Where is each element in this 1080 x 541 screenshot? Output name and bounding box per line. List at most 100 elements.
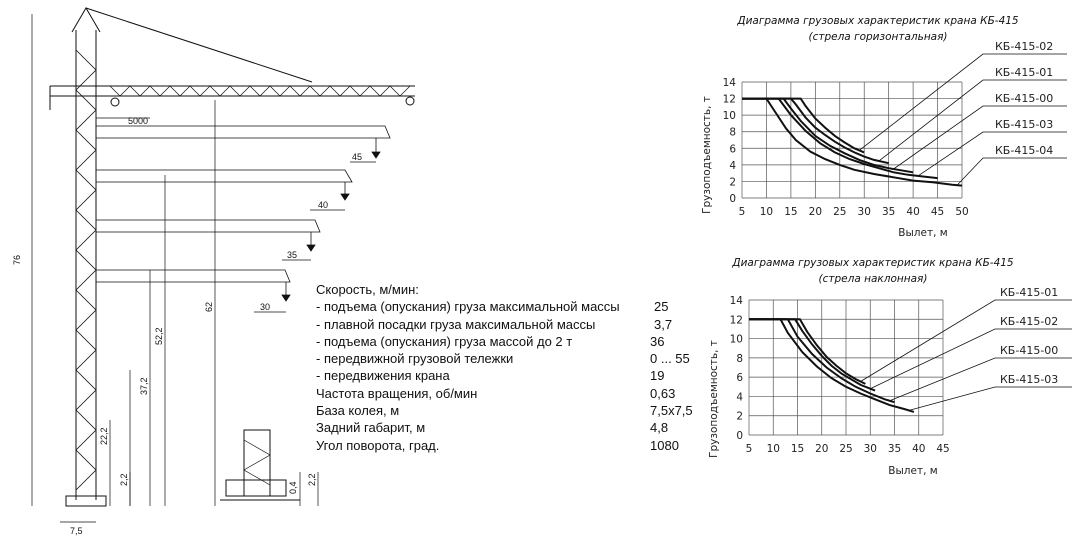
dim-radius-35: 35 xyxy=(287,250,297,260)
series-line xyxy=(749,318,915,413)
y-tick-label: 6 xyxy=(729,143,736,155)
legend-label: КБ-415-00 xyxy=(995,92,1053,105)
x-axis-label: Вылет, м xyxy=(888,465,937,477)
dim-height-52: 52,2 xyxy=(154,327,164,345)
x-tick-label: 10 xyxy=(767,443,780,455)
specs-heading: Скорость, м/мин: xyxy=(316,282,419,297)
x-tick-label: 5 xyxy=(746,443,753,455)
y-tick-label: 12 xyxy=(730,314,743,326)
x-tick-label: 25 xyxy=(839,443,852,455)
legend-leader-line xyxy=(893,105,1067,170)
spec-label: База колея, м xyxy=(316,403,400,419)
chart-title: Диаграмма грузовых характеристик крана К… xyxy=(731,257,1014,269)
legend-label: КБ-415-03 xyxy=(995,118,1053,131)
spec-label: - подъема (опускания) груза массой до 2 … xyxy=(316,333,573,349)
x-tick-label: 45 xyxy=(931,206,944,218)
dim-height-2: 2,2 xyxy=(119,473,129,486)
series-line xyxy=(742,97,889,165)
x-tick-label: 5 xyxy=(739,206,746,218)
spec-label: Частота вращения, об/мин xyxy=(316,385,478,401)
x-tick-label: 20 xyxy=(815,443,828,455)
series-line xyxy=(742,97,963,187)
spec-label: Задний габарит, м xyxy=(316,420,426,436)
spec-value: 4,8 xyxy=(650,420,669,436)
legend-leader-line xyxy=(878,79,1067,162)
y-tick-label: 14 xyxy=(730,295,744,307)
boom-positions xyxy=(96,125,391,302)
load-chart-inclined: Диаграмма грузовых характеристик крана К… xyxy=(708,257,1072,477)
y-axis-label: Грузоподъемность, т xyxy=(708,340,720,458)
dim-radius-40: 40 xyxy=(318,200,328,210)
x-tick-label: 45 xyxy=(936,443,949,455)
dim-track: 7,5 xyxy=(70,526,83,536)
dim-height-37: 37,2 xyxy=(139,377,149,395)
chart-series xyxy=(749,299,1072,413)
y-tick-label: 0 xyxy=(729,193,736,205)
spec-value: 0,63 xyxy=(650,385,676,401)
x-tick-label: 30 xyxy=(858,206,871,218)
spec-label: - передвижной грузовой тележки xyxy=(316,351,514,367)
dimension-lines xyxy=(31,14,376,523)
y-tick-label: 4 xyxy=(729,160,736,172)
chart-subtitle: (стрела наклонная) xyxy=(819,273,928,285)
dim-height-76: 76 xyxy=(12,255,22,265)
y-tick-label: 0 xyxy=(736,430,743,442)
series-line xyxy=(749,318,895,404)
y-tick-label: 12 xyxy=(723,94,736,106)
dim-height-62: 62 xyxy=(204,302,214,312)
series-line xyxy=(749,318,876,392)
spec-value: 36 xyxy=(650,333,665,349)
y-tick-label: 14 xyxy=(723,77,737,89)
y-tick-label: 10 xyxy=(723,110,736,122)
x-axis-label: Вылет, м xyxy=(898,227,947,239)
legend-leader-line xyxy=(956,157,1067,186)
series-line xyxy=(742,97,865,154)
chart-title: Диаграмма грузовых характеристик крана К… xyxy=(736,15,1019,27)
x-tick-label: 35 xyxy=(888,443,901,455)
spec-label: - плавной посадки груза максимальной мас… xyxy=(316,316,596,332)
x-tick-label: 15 xyxy=(791,443,804,455)
spec-value: 25 xyxy=(654,299,669,315)
legend-leader-line xyxy=(889,357,1072,402)
legend-label: КБ-415-02 xyxy=(995,40,1053,53)
y-tick-label: 6 xyxy=(736,372,743,384)
y-tick-label: 2 xyxy=(736,411,743,423)
legend-label: КБ-415-03 xyxy=(1000,373,1058,386)
dim-height-22: 22,2 xyxy=(99,427,109,445)
dim-height-04: 0,4 xyxy=(288,481,298,494)
dimension-labels: 76 62 52,2 37,2 22,2 2,2 2,2 0,4 7,5 500… xyxy=(12,116,362,536)
chart-subtitle: (стрела горизонтальная) xyxy=(808,31,947,43)
y-tick-label: 10 xyxy=(730,334,743,346)
x-tick-label: 40 xyxy=(912,443,925,455)
y-axis-label: Грузоподъемность, т xyxy=(701,96,713,214)
crane-jib xyxy=(49,7,415,110)
chart-ticks: 5 10 15 20 25 30 35 40 45 0 2 4 6 8 10 12 14 КБ-415-01 КБ-… xyxy=(730,286,1059,455)
chart-ticks: 5 10 15 20 25 30 35 40 45 50 0 2 4 6 8 10 12 14 КБ-415-02 К… xyxy=(723,40,1054,218)
spec-value: 3,7 xyxy=(654,316,673,332)
dim-offset: 5000 xyxy=(128,116,148,126)
x-tick-label: 35 xyxy=(882,206,895,218)
series-line xyxy=(749,318,866,385)
y-tick-label: 8 xyxy=(736,353,743,365)
spec-label: - передвижения крана xyxy=(316,368,450,384)
legend-leader-line xyxy=(908,386,1072,411)
y-tick-label: 2 xyxy=(729,176,736,188)
y-tick-label: 8 xyxy=(729,127,736,139)
load-chart-horizontal: Диаграмма грузовых характеристик крана К… xyxy=(701,15,1067,239)
spec-value: 1080 xyxy=(650,437,679,453)
x-tick-label: 25 xyxy=(833,206,846,218)
spec-label: - подъема (опускания) груза максимальной… xyxy=(316,299,620,315)
x-tick-label: 10 xyxy=(760,206,773,218)
y-tick-label: 4 xyxy=(736,391,743,403)
dim-radius-45: 45 xyxy=(352,152,362,162)
legend-leader-line xyxy=(859,53,1067,151)
x-tick-label: 15 xyxy=(784,206,797,218)
series-line xyxy=(742,97,914,174)
x-tick-label: 30 xyxy=(864,443,877,455)
x-tick-label: 20 xyxy=(809,206,822,218)
chart-series xyxy=(742,53,1067,187)
spec-value: 19 xyxy=(650,368,665,384)
x-tick-label: 40 xyxy=(906,206,919,218)
crane-base-view xyxy=(220,429,300,501)
legend-label: КБ-415-00 xyxy=(1000,344,1058,357)
